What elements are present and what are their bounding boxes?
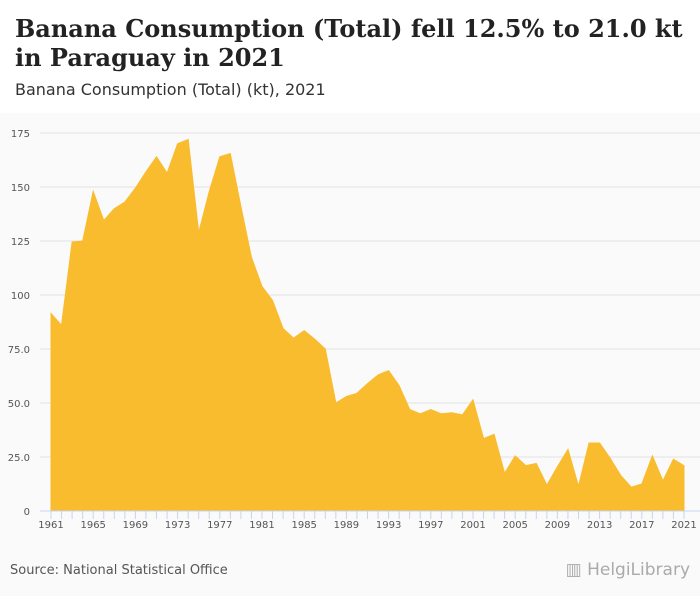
y-tick-label: 50.0	[8, 399, 30, 410]
chart-subtitle: Banana Consumption (Total) (kt), 2021	[15, 80, 326, 99]
area-series	[50, 138, 685, 512]
y-tick-label: 100	[11, 291, 30, 302]
x-tick-label: 2013	[587, 520, 612, 531]
x-tick-label: 1985	[291, 520, 316, 531]
area-chart: 0 25.0 50.0 75.0 100 125 150 175 1961 1965 1969 197…	[8, 129, 700, 531]
y-tick-label: 150	[11, 183, 30, 194]
y-tick-label: 0	[24, 507, 30, 518]
y-tick-label: 125	[11, 237, 30, 248]
x-tick-label: 2017	[629, 520, 654, 531]
y-tick-label: 175	[11, 129, 30, 140]
logo-text: HelgiLibrary	[587, 560, 690, 580]
x-tick-label: 1981	[249, 520, 274, 531]
x-tick-label: 2001	[460, 520, 485, 531]
x-tick-label: 2005	[502, 520, 527, 531]
x-tick-label: 2021	[671, 520, 696, 531]
header: Banana Consumption (Total) fell 12.5% to…	[0, 0, 700, 113]
chart-title: Banana Consumption (Total) fell 12.5% to…	[15, 14, 683, 72]
source-note: Source: National Statistical Office	[10, 563, 228, 578]
x-tick-label: 1965	[80, 520, 105, 531]
x-tick-label: 2009	[545, 520, 570, 531]
x-tick-label: 1977	[207, 520, 232, 531]
y-tick-label: 75.0	[8, 345, 30, 356]
x-tick-label: 1973	[165, 520, 190, 531]
y-tick-label: 25.0	[8, 453, 30, 464]
x-tick-label: 1989	[334, 520, 359, 531]
x-tick-label: 1993	[376, 520, 401, 531]
helgi-library-logo: ▥ HelgiLibrary	[565, 560, 690, 580]
x-tick-label: 1969	[123, 520, 148, 531]
x-tick-label: 1961	[38, 520, 63, 531]
x-tick-label: 1997	[418, 520, 443, 531]
